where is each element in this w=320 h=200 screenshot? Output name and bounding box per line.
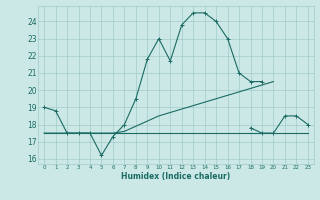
X-axis label: Humidex (Indice chaleur): Humidex (Indice chaleur) — [121, 172, 231, 181]
